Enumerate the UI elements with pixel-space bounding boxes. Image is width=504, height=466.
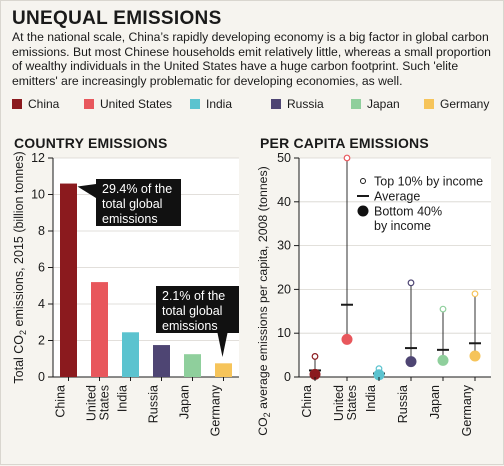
- callout-text: total global: [162, 304, 222, 318]
- legend-label: China: [28, 97, 60, 111]
- plot-area-2: [299, 158, 491, 377]
- legend-swatch: [12, 99, 22, 109]
- y-tick-label: 4: [38, 297, 45, 311]
- intro-text: At the national scale, China’s rapidly d…: [12, 30, 491, 88]
- top10-point: [471, 290, 479, 298]
- callout-pointer: [77, 184, 96, 198]
- x-tick-label: States: [98, 385, 112, 420]
- y-tick-label: 20: [277, 282, 291, 296]
- y-axis-label: CO2 average emissions per capita, 2008 (…: [256, 166, 272, 436]
- x-tick-label: Russia: [147, 385, 161, 423]
- y-tick-label: 40: [277, 195, 291, 209]
- page-title: UNEQUAL EMISSIONS: [12, 8, 222, 29]
- legend-item-russia: Russia: [271, 96, 324, 112]
- legend-bottom40-symbol: [357, 205, 369, 217]
- y-tick-label: 12: [31, 151, 45, 165]
- legend-swatch: [424, 99, 434, 109]
- y-tick-label: 0: [284, 370, 291, 384]
- legend-bottom40-label-2: by income: [374, 219, 431, 233]
- range-russia: [405, 279, 417, 368]
- color-legend: China United States India Russia Japan G…: [12, 96, 502, 112]
- bar-united-states: [91, 282, 108, 377]
- legend-swatch: [84, 99, 94, 109]
- y-tick-label: 8: [38, 224, 45, 238]
- legend-item-japan: Japan: [351, 96, 400, 112]
- bar-india: [122, 332, 139, 377]
- legend-label: Russia: [287, 97, 324, 111]
- legend-swatch: [351, 99, 361, 109]
- top10-point: [311, 353, 319, 360]
- y-tick-label: 10: [277, 326, 291, 340]
- x-tick-label: Germany: [209, 384, 223, 436]
- bar-china: [60, 183, 77, 377]
- legend-item-china: China: [12, 96, 59, 112]
- callout-pointer: [217, 333, 228, 357]
- legend-swatch: [271, 99, 281, 109]
- top10-point: [439, 305, 447, 313]
- x-tick-label: India: [364, 385, 378, 412]
- y-tick-label: 10: [31, 188, 45, 202]
- y-tick-label: 2: [38, 334, 45, 348]
- legend-item-united-states: United States: [84, 96, 172, 112]
- legend-top10-label: Top 10% by income: [374, 175, 483, 189]
- bottom40-point: [469, 350, 481, 362]
- x-tick-label: States: [345, 385, 359, 420]
- x-tick-label: Russia: [396, 385, 410, 423]
- bottom40-point: [373, 369, 385, 381]
- top10-point: [407, 279, 415, 287]
- range-india: [373, 365, 385, 381]
- x-tick-label: United: [332, 385, 346, 421]
- x-tick-label: United: [85, 385, 99, 421]
- bar-germany: [215, 363, 232, 377]
- range-united-states: [341, 154, 353, 345]
- country-emissions-title: COUNTRY EMISSIONS: [14, 135, 168, 151]
- bar-japan: [184, 354, 201, 377]
- bar-russia: [153, 345, 170, 377]
- legend-label: United States: [100, 97, 173, 111]
- callout-text: 29.4% of the: [102, 182, 172, 196]
- bottom40-point: [309, 368, 321, 380]
- y-axis-label: Total CO2 emissions, 2015 (billion tonne…: [12, 151, 28, 383]
- top10-point: [343, 154, 351, 162]
- y-tick-label: 50: [277, 151, 291, 165]
- legend-swatch: [190, 99, 200, 109]
- x-tick-label: Japan: [428, 385, 442, 419]
- x-tick-label: India: [116, 385, 130, 412]
- bottom40-point: [341, 333, 353, 345]
- range-japan: [437, 305, 449, 366]
- callout-text: total global: [102, 197, 162, 211]
- per-capita-emissions-title: PER CAPITA EMISSIONS: [260, 135, 429, 151]
- callout-text: emissions: [162, 319, 218, 333]
- legend-label: India: [206, 97, 233, 111]
- x-tick-label: Japan: [178, 385, 192, 419]
- legend-top10-symbol: [360, 178, 366, 184]
- y-tick-label: 0: [38, 370, 45, 384]
- legend-label: Germany: [440, 97, 490, 111]
- callout-text: emissions: [102, 212, 158, 226]
- range-germany: [469, 290, 481, 362]
- legend-label: Japan: [367, 97, 400, 111]
- legend-bottom40-label: Bottom 40%: [374, 205, 442, 219]
- range-china: [309, 353, 321, 380]
- y-tick-label: 30: [277, 239, 291, 253]
- legend-item-india: India: [190, 96, 232, 112]
- callout-box: [96, 179, 181, 226]
- bottom40-point: [405, 356, 417, 368]
- bottom40-point: [437, 354, 449, 366]
- callout-text: 2.1% of the: [162, 289, 225, 303]
- x-tick-label: China: [54, 385, 68, 418]
- legend-item-germany: Germany: [424, 96, 489, 112]
- callout-box: [156, 286, 239, 333]
- x-tick-label: China: [300, 385, 314, 418]
- x-tick-label: Germany: [460, 384, 474, 436]
- legend-average-label: Average: [374, 190, 420, 204]
- y-tick-label: 6: [38, 261, 45, 275]
